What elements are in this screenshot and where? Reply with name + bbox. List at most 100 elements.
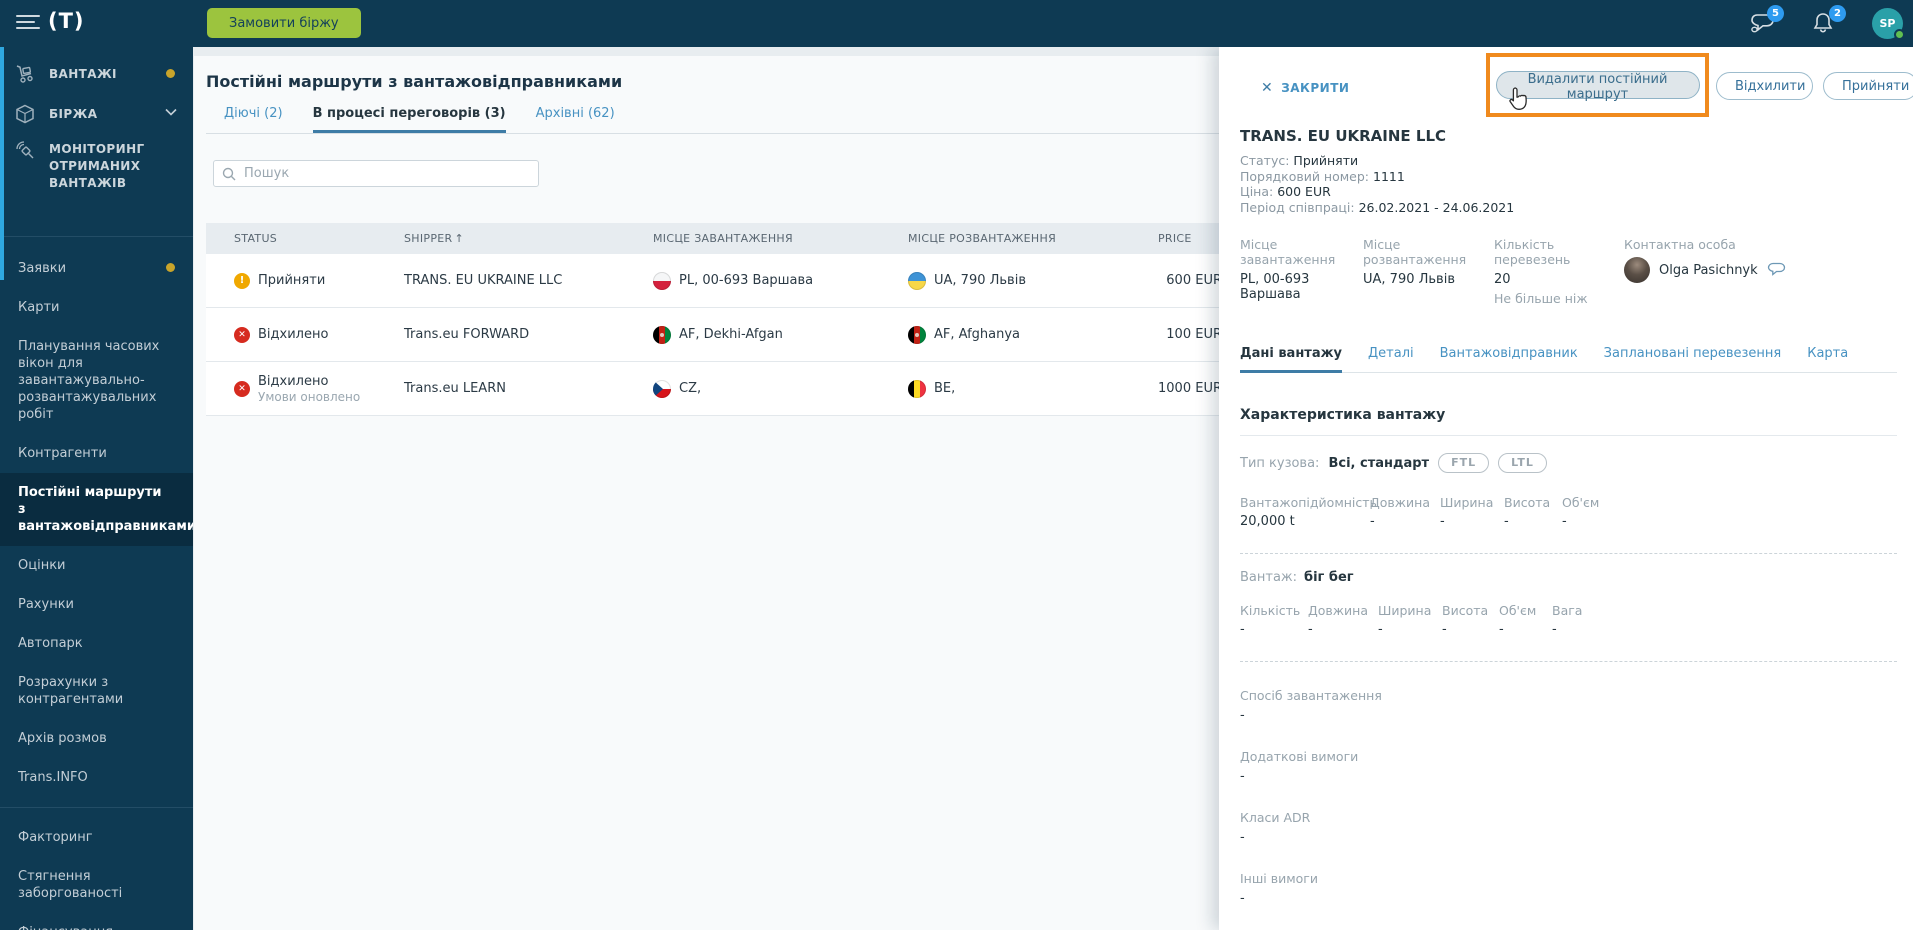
sidebar-item-label: Trans.INFO [18,770,88,785]
loading-place: AF, Dekhi-Afgan [679,327,783,342]
col-header-unloading-place[interactable]: МІСЦЕ РОЗВАНТАЖЕННЯ [908,232,1057,245]
tab-map[interactable]: Карта [1807,346,1849,361]
unloading-place: UA, 790 Львів [934,273,1026,288]
sidebar-item-fixed-routes[interactable]: Постійні маршрути з вантажовідправниками [0,473,193,546]
sidebar-item-label: Автопарк [18,636,83,651]
sidebar-item-settlements[interactable]: Розрахунки з контрагентами [0,663,193,719]
sidebar-item-monitoring[interactable]: МОНІТОРИНГ ОТРИМАНИХ ВАНТАЖІВ [0,135,193,202]
sidebar-item-contractors[interactable]: Контрагенти [0,434,193,473]
notification-dot [166,69,175,78]
sidebar-item-chat-archive[interactable]: Архів розмов [0,719,193,758]
tab-active-routes[interactable]: Діючі (2) [224,106,283,121]
sidebar-item-label: Постійні маршрути з вантажовідправниками [18,485,193,534]
rejected-icon: ✕ [234,380,250,397]
divider [1240,661,1897,662]
status-text: Відхилено [258,373,329,389]
sidebar-item-invoices[interactable]: Рахунки [0,585,193,624]
sidebar-item-transinfo[interactable]: Trans.INFO [0,758,193,797]
sidebar-item-label: ВАНТАЖІ [49,67,117,81]
highlight-outline: Видалити постійний маршрут [1486,53,1709,117]
loading-place: CZ, [679,381,702,396]
notifications-badge: 2 [1829,4,1846,22]
accept-button[interactable]: Прийняти [1823,72,1913,100]
divider [0,807,193,808]
sidebar-item-cargo[interactable]: ВАНТАЖІ [0,55,193,95]
satellite-icon [14,139,36,161]
ftl-badge: FTL [1438,453,1490,473]
cart-icon [14,64,36,84]
sidebar-item-label: Фінансування [18,925,113,930]
topbar: (T) Замовити біржу 5 2 SP [0,0,1913,47]
col-header-shipper[interactable]: SHIPPER ↑ [404,232,464,245]
meta-label: Ціна: [1240,184,1274,199]
price-value: 1000 EUR [1158,381,1222,396]
table-row[interactable]: ✕ Відхилено Trans.eu FORWARD AF, Dekhi-A… [206,308,1239,362]
meta-value: Прийняти [1293,153,1359,168]
vehicle-specs: Вантажопідйомність 20,000 t Довжина - Шири… [1240,495,1600,529]
price-value: 100 EUR [1166,327,1222,342]
contact-name: Olga Pasichnyk [1659,262,1758,278]
delete-fixed-route-button[interactable]: Видалити постійний маршрут [1495,71,1700,102]
sidebar-item-label: Стягнення заборгованості [18,869,123,901]
order-exchange-button[interactable]: Замовити біржу [207,8,361,38]
close-icon: ✕ [1261,80,1274,96]
tab-archived[interactable]: Архівні (62) [535,106,615,121]
sidebar-item-ratings[interactable]: Оцінки [0,546,193,585]
close-panel-button[interactable]: ✕ ЗАКРИТИ [1261,80,1349,96]
col-header-status[interactable]: STATUS [234,232,278,245]
sidebar-item-label: Контрагенти [18,446,107,461]
shipper-name: Trans.eu FORWARD [404,327,530,342]
flag-af-icon [908,325,926,344]
reject-button[interactable]: Відхилити [1716,72,1813,100]
meta-label: Період співпраці: [1240,199,1355,215]
sidebar-item-label: БІРЖА [49,107,98,121]
sidebar-item-factoring[interactable]: Факторинг [0,818,193,857]
sidebar-item-debt-collection[interactable]: Стягнення заборгованості [0,857,193,913]
sidebar-item-label: Планування часових вікон для завантажува… [18,339,160,422]
meta-value: 1111 [1373,168,1405,184]
sidebar-scrollbar[interactable] [0,47,4,280]
cargo-label: Вантаж: [1240,570,1298,585]
sidebar-item-financing[interactable]: Фінансування [0,913,193,930]
menu-toggle-icon[interactable] [16,15,40,32]
table-header-row: STATUS SHIPPER ↑ МІСЦЕ ЗАВАНТАЖЕННЯ МІСЦЕ… [206,223,1239,254]
user-avatar[interactable]: SP [1872,8,1905,40]
sort-asc-icon: ↑ [454,232,464,245]
messages-button[interactable]: 5 [1748,4,1784,38]
search-input[interactable] [213,160,539,187]
tab-planned-transports[interactable]: Заплановані перевезення [1603,346,1782,361]
sidebar-item-label: Оцінки [18,558,66,573]
sidebar-item-fleet[interactable]: Автопарк [0,624,193,663]
tab-in-negotiation[interactable]: В процесі переговорів (3) [312,106,506,133]
flag-af-icon [653,325,671,344]
sidebar-item-label: Карти [18,300,60,315]
meta-value: 26.02.2021 - 24.06.2021 [1358,199,1515,215]
unloading-place: BE, [934,381,956,396]
tab-cargo-data[interactable]: Дані вантажу [1240,346,1343,373]
table-row[interactable]: ! Прийняти TRANS. EU UKRAINE LLC PL, 00-… [206,254,1239,308]
col-header-loading-place[interactable]: МІСЦЕ ЗАВАНТАЖЕННЯ [653,232,793,245]
flag-be-icon [908,379,926,398]
cargo-value: біг бег [1304,570,1354,585]
cargo-specs: Кількість - Довжина - Ширина - Висота - Об'є… [1240,603,1583,637]
avatar-initials: SP [1879,17,1896,30]
notifications-button[interactable]: 2 [1810,4,1846,38]
sidebar-item-exchange[interactable]: БІРЖА [0,95,193,135]
sidebar-item-maps[interactable]: Карти [0,288,193,327]
table-row[interactable]: ✕ Відхилено Умови оновлено Trans.eu LEAR… [206,362,1239,416]
tab-shipper[interactable]: Вантажовідправник [1439,346,1578,361]
page-title: Постійні маршрути з вантажовідправниками [206,72,623,91]
sidebar-item-time-windows[interactable]: Планування часових вікон для завантажува… [0,327,193,434]
chat-with-contact-icon[interactable] [1767,262,1786,278]
sidebar-item-orders[interactable]: Заявки [0,249,193,288]
tab-details[interactable]: Деталі [1368,346,1414,361]
cube-icon [14,104,36,124]
route-detail-panel: ✕ ЗАКРИТИ Видалити постійний маршрут Від… [1219,47,1913,930]
loading-place: PL, 00-693 Варшава [679,273,814,288]
transport-count-info: Кількість перевезень 20 Не більше ніж [1494,237,1624,306]
status-subtext: Умови оновлено [258,389,361,404]
route-tabs: Діючі (2) В процесі переговорів (3) Архі… [224,106,1913,133]
col-header-price[interactable]: PRICE [1158,232,1192,245]
unloading-place-info: Місце розвантаження UA, 790 Львів [1363,237,1467,287]
close-label: ЗАКРИТИ [1281,81,1350,95]
